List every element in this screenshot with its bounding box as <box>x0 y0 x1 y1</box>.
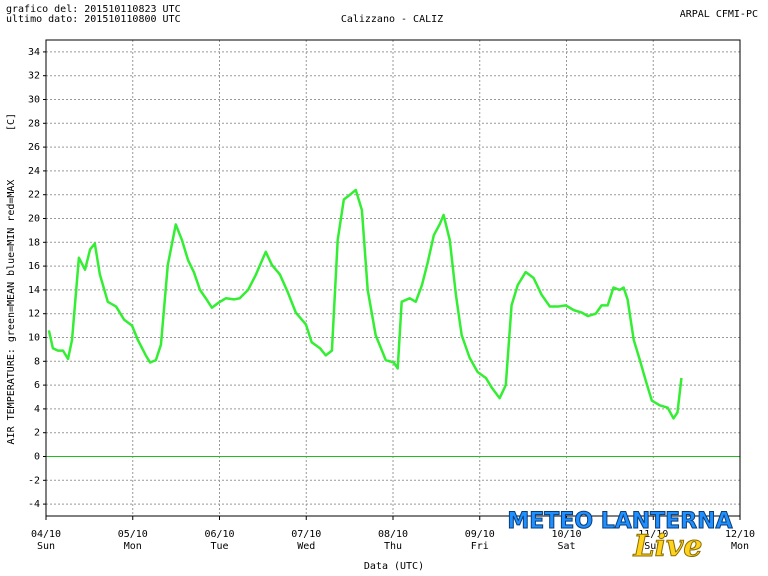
x-tick-label: 05/10 <box>118 529 148 540</box>
y-tick-label: 14 <box>28 285 40 296</box>
x-tick-label: 10/10 <box>551 529 581 540</box>
x-tick-label: 11/10 <box>638 529 668 540</box>
x-axis-label: Data (UTC) <box>364 561 424 572</box>
y-tick-label: -2 <box>28 475 40 486</box>
x-tick-label: 04/10 <box>31 529 61 540</box>
header-line: ultimo dato: 201510110800 UTC <box>6 14 181 25</box>
header-line: grafico del: 201510110823 UTC <box>6 4 181 15</box>
y-tick-label: 26 <box>28 142 40 153</box>
y-tick-label: 18 <box>28 237 40 248</box>
y-tick-label: 30 <box>28 95 40 106</box>
x-tick-day: Mon <box>124 541 142 552</box>
x-tick-label: 09/10 <box>465 529 495 540</box>
x-tick-label: 06/10 <box>204 529 234 540</box>
y-axis-unit: [C] <box>6 113 17 131</box>
y-tick-label: 32 <box>28 71 40 82</box>
y-tick-label: -4 <box>28 499 40 510</box>
chart-title: Calizzano - CALIZ <box>341 14 443 25</box>
x-tick-day: Thu <box>384 541 402 552</box>
x-tick-day: Mon <box>731 541 749 552</box>
plot: -4-2024681012141618202224262830323404/10… <box>28 39 755 552</box>
data-line <box>47 188 683 420</box>
y-tick-label: 8 <box>34 356 40 367</box>
x-tick-day: Sun <box>644 541 662 552</box>
x-tick-label: 07/10 <box>291 529 321 540</box>
y-tick-label: 12 <box>28 309 40 320</box>
watermark: METEO LANTERNA <box>507 509 732 534</box>
y-axis-label: AIR TEMPERATURE: green=MEAN blue=MIN red… <box>6 180 17 445</box>
x-tick-label: 12/10 <box>725 529 755 540</box>
x-tick-day: Fri <box>471 541 489 552</box>
x-tick-label: 08/10 <box>378 529 408 540</box>
y-tick-label: 22 <box>28 190 40 201</box>
x-tick-day: Wed <box>297 541 315 552</box>
y-tick-label: 16 <box>28 261 40 272</box>
y-tick-label: 28 <box>28 118 40 129</box>
y-tick-label: 34 <box>28 47 40 58</box>
x-tick-day: Sun <box>37 541 55 552</box>
header-right: ARPAL CFMI-PC <box>680 9 758 20</box>
x-tick-day: Sat <box>557 541 575 552</box>
watermark: Live <box>632 529 702 564</box>
y-tick-label: 24 <box>28 166 40 177</box>
y-tick-label: 6 <box>34 380 40 391</box>
x-tick-day: Tue <box>210 541 228 552</box>
y-tick-label: 10 <box>28 333 40 344</box>
y-tick-label: 20 <box>28 214 40 225</box>
y-tick-label: 4 <box>34 404 40 415</box>
y-tick-label: 0 <box>34 452 40 463</box>
y-tick-label: 2 <box>34 428 40 439</box>
plot-frame <box>45 39 741 517</box>
